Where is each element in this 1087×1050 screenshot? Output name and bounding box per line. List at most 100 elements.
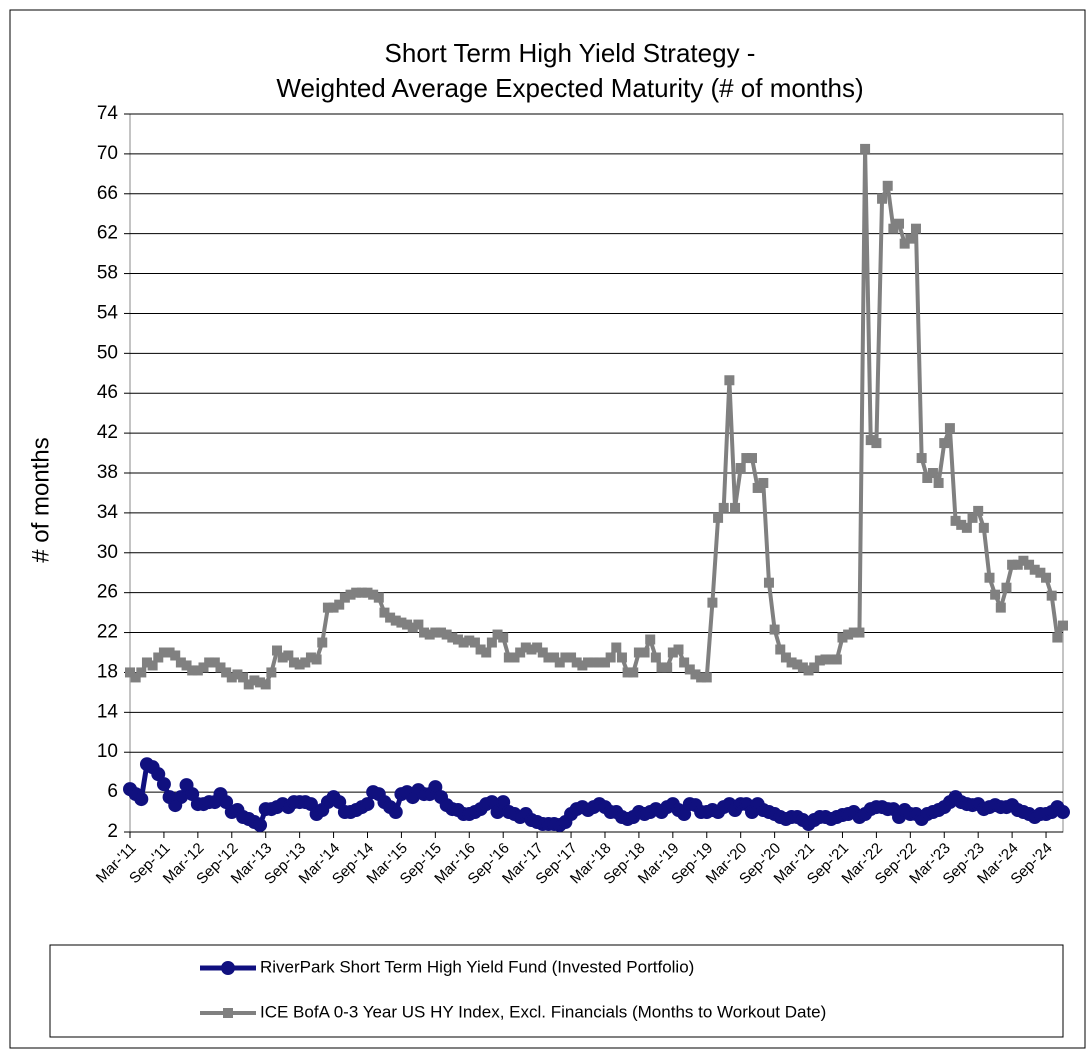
data-point bbox=[780, 652, 791, 663]
data-point bbox=[566, 652, 577, 663]
data-point bbox=[407, 622, 418, 633]
data-point bbox=[752, 482, 763, 493]
data-point bbox=[622, 667, 633, 678]
data-point bbox=[848, 627, 859, 638]
data-point bbox=[814, 655, 825, 666]
data-point bbox=[826, 654, 837, 665]
data-point bbox=[424, 629, 435, 640]
data-point bbox=[204, 657, 215, 668]
data-point bbox=[339, 592, 350, 603]
data-point bbox=[628, 667, 639, 678]
data-point bbox=[1001, 582, 1012, 593]
data-point bbox=[475, 644, 486, 655]
data-point bbox=[164, 647, 175, 658]
data-point bbox=[769, 624, 780, 635]
y-tick-label: 30 bbox=[97, 542, 118, 563]
data-point bbox=[645, 634, 656, 645]
y-tick-label: 6 bbox=[107, 781, 118, 802]
data-point bbox=[747, 453, 757, 464]
data-point bbox=[277, 652, 288, 663]
y-tick-label: 18 bbox=[97, 661, 118, 682]
data-point bbox=[854, 627, 865, 638]
data-point bbox=[1046, 590, 1057, 601]
y-tick-label: 54 bbox=[97, 302, 119, 323]
data-point bbox=[260, 679, 271, 690]
chart-subtitle: Weighted Average Expected Maturity (# of… bbox=[276, 73, 863, 103]
data-point bbox=[763, 577, 774, 588]
data-point bbox=[509, 652, 520, 663]
data-point bbox=[933, 477, 944, 488]
data-point bbox=[249, 675, 260, 686]
y-tick-label: 62 bbox=[97, 223, 118, 244]
data-point bbox=[125, 667, 135, 678]
y-tick-label: 10 bbox=[97, 741, 118, 762]
data-point bbox=[922, 472, 933, 483]
legend-label: ICE BofA 0-3 Year US HY Index, Excl. Fin… bbox=[260, 1002, 826, 1021]
data-point bbox=[221, 667, 232, 678]
y-axis-label: # of months bbox=[27, 437, 54, 562]
data-point bbox=[469, 637, 480, 648]
data-point bbox=[134, 792, 149, 807]
data-point bbox=[730, 502, 741, 513]
data-point bbox=[226, 672, 237, 683]
data-point bbox=[311, 654, 322, 665]
data-point bbox=[894, 218, 905, 229]
data-point bbox=[549, 652, 560, 663]
data-point bbox=[368, 589, 379, 600]
y-tick-label: 46 bbox=[97, 382, 118, 403]
data-point bbox=[266, 667, 277, 678]
y-tick-label: 2 bbox=[107, 821, 118, 842]
data-point bbox=[684, 664, 695, 675]
data-point bbox=[1024, 559, 1035, 570]
data-point bbox=[554, 657, 565, 668]
y-tick-label: 42 bbox=[97, 422, 118, 443]
data-point bbox=[820, 654, 831, 665]
data-point bbox=[1012, 559, 1023, 570]
data-point bbox=[209, 657, 220, 668]
data-point bbox=[452, 634, 463, 645]
data-point bbox=[486, 637, 497, 648]
data-point bbox=[360, 797, 375, 812]
data-point bbox=[305, 652, 316, 663]
data-point bbox=[967, 512, 978, 523]
data-point bbox=[430, 627, 441, 638]
data-point bbox=[843, 629, 854, 640]
legend-label: RiverPark Short Term High Yield Fund (In… bbox=[260, 957, 694, 976]
data-point bbox=[419, 627, 430, 638]
data-point bbox=[147, 660, 158, 671]
y-tick-label: 38 bbox=[97, 462, 118, 483]
data-point bbox=[215, 662, 226, 673]
data-point bbox=[696, 672, 707, 683]
y-tick-label: 58 bbox=[97, 263, 118, 284]
data-point bbox=[1029, 564, 1040, 575]
data-point bbox=[690, 669, 701, 680]
data-point bbox=[656, 662, 667, 673]
data-point bbox=[198, 662, 209, 673]
data-point bbox=[639, 647, 650, 658]
legend-marker bbox=[221, 961, 235, 975]
data-point bbox=[390, 615, 401, 626]
data-point bbox=[662, 662, 673, 673]
data-point bbox=[243, 679, 254, 690]
data-point bbox=[950, 515, 961, 526]
data-point bbox=[283, 650, 294, 661]
data-point bbox=[520, 642, 531, 653]
data-point bbox=[882, 180, 893, 191]
data-point bbox=[809, 662, 820, 673]
data-point bbox=[984, 572, 995, 583]
data-point bbox=[173, 790, 188, 805]
data-point bbox=[481, 647, 492, 658]
data-point bbox=[713, 512, 724, 523]
data-point bbox=[673, 644, 684, 655]
data-point bbox=[803, 665, 814, 676]
data-point bbox=[373, 592, 384, 603]
chart-title: Short Term High Yield Strategy - bbox=[385, 38, 756, 68]
y-tick-label: 50 bbox=[97, 342, 118, 363]
legend-marker bbox=[223, 1008, 233, 1018]
data-point bbox=[944, 423, 955, 434]
data-point bbox=[300, 657, 311, 668]
y-tick-label: 14 bbox=[97, 701, 119, 722]
data-point bbox=[181, 660, 192, 671]
data-point bbox=[153, 652, 164, 663]
